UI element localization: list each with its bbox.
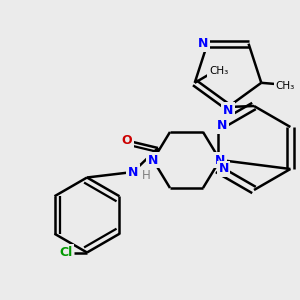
Text: N: N <box>217 119 227 132</box>
Text: N: N <box>223 103 233 116</box>
Text: N: N <box>128 166 138 178</box>
Text: H: H <box>142 169 151 182</box>
Text: CH₃: CH₃ <box>209 66 228 76</box>
Text: N: N <box>148 154 158 166</box>
Text: O: O <box>122 134 132 147</box>
Text: CH₃: CH₃ <box>276 81 295 91</box>
Text: N: N <box>218 163 229 176</box>
Text: Cl: Cl <box>59 246 73 259</box>
Text: N: N <box>198 37 208 50</box>
Text: N: N <box>215 154 225 166</box>
